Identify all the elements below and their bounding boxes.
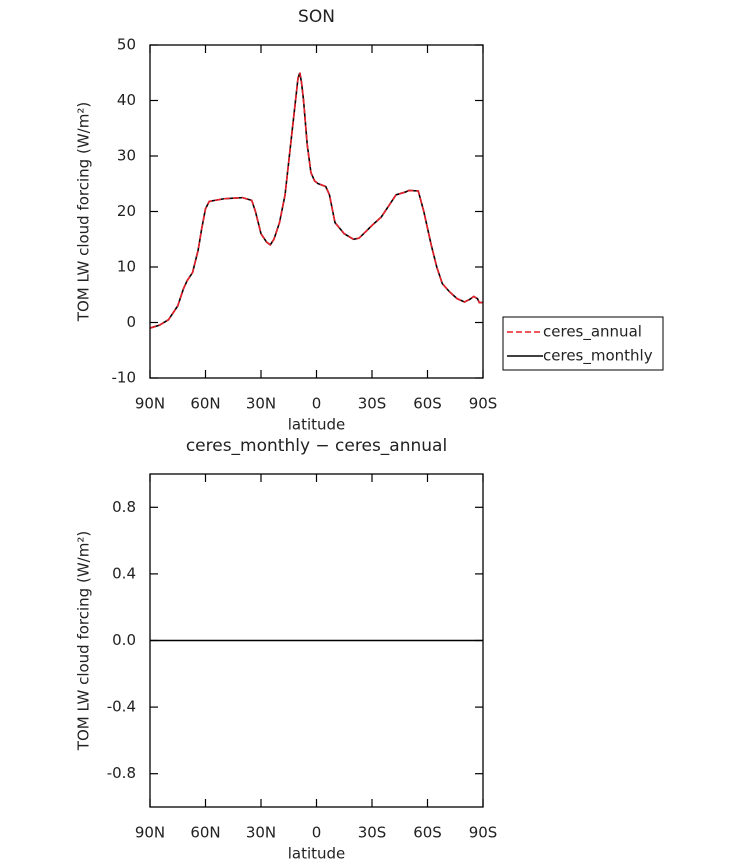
x-tick-label: 90N	[135, 824, 165, 842]
data-line	[149, 72, 483, 329]
y-axis-label: TOM LW cloud forcing (W/m²)	[75, 102, 93, 322]
y-tick-label: 30	[117, 147, 136, 165]
legend-label: ceres_annual	[543, 323, 642, 342]
y-tick-label: 0.4	[112, 564, 136, 582]
y-tick-label: 0.0	[112, 631, 136, 649]
x-tick-label: 30N	[246, 824, 276, 842]
y-tick-label: -10	[112, 369, 137, 387]
x-tick-label: 30N	[246, 395, 276, 413]
x-tick-label: 60N	[190, 824, 220, 842]
x-tick-label: 0	[312, 824, 322, 842]
legend: ceres_annual ceres_monthly	[502, 316, 664, 371]
x-tick-label: 60S	[413, 395, 442, 413]
x-axis-label: latitude	[288, 845, 346, 863]
plot-frame	[149, 44, 484, 379]
y-tick-label: 10	[117, 258, 136, 276]
chart-title: ceres_monthly − ceres_annual	[186, 436, 447, 456]
x-tick-label: 90S	[469, 395, 498, 413]
y-axis-label: TOM LW cloud forcing (W/m²)	[75, 531, 93, 751]
x-tick-label: 60N	[190, 395, 220, 413]
x-axis-label: latitude	[288, 416, 346, 434]
plot-frame	[149, 473, 484, 808]
x-tick-label: 0	[312, 395, 322, 413]
x-tick-label: 30S	[358, 824, 387, 842]
x-tick-label: 30S	[358, 395, 387, 413]
x-tick-label: 90N	[135, 395, 165, 413]
y-tick-label: 0.8	[112, 498, 136, 516]
y-tick-label: 50	[117, 36, 136, 54]
y-tick-label: -0.8	[107, 764, 136, 782]
y-tick-label: 20	[117, 202, 136, 220]
y-tick-label: -0.4	[107, 698, 136, 716]
y-tick-label: 0	[126, 313, 136, 331]
chart-title: SON	[298, 7, 335, 27]
legend-box	[502, 316, 664, 371]
y-tick-label: 40	[117, 91, 136, 109]
legend-label: ceres_monthly	[543, 347, 653, 366]
x-tick-label: 90S	[469, 824, 498, 842]
data-line	[149, 72, 483, 329]
x-tick-label: 60S	[413, 824, 442, 842]
